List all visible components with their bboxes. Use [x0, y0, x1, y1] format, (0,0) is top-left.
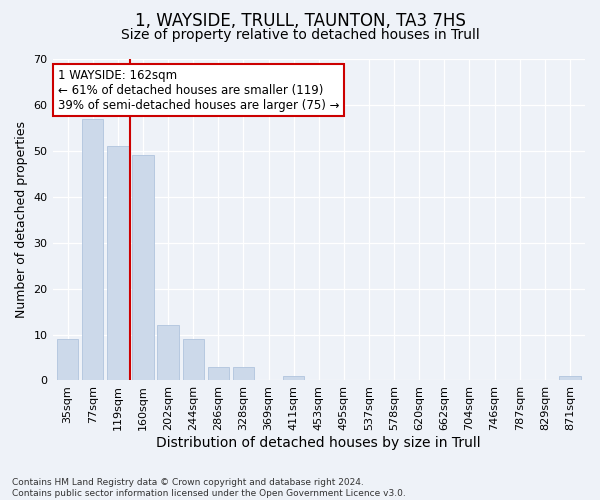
Bar	[208, 366, 229, 380]
Bar	[57, 339, 78, 380]
Text: Contains HM Land Registry data © Crown copyright and database right 2024.
Contai: Contains HM Land Registry data © Crown c…	[12, 478, 406, 498]
Bar	[157, 326, 179, 380]
X-axis label: Distribution of detached houses by size in Trull: Distribution of detached houses by size …	[157, 436, 481, 450]
Bar	[132, 156, 154, 380]
Y-axis label: Number of detached properties: Number of detached properties	[15, 121, 28, 318]
Bar	[182, 339, 204, 380]
Text: 1 WAYSIDE: 162sqm
← 61% of detached houses are smaller (119)
39% of semi-detache: 1 WAYSIDE: 162sqm ← 61% of detached hous…	[58, 68, 340, 112]
Bar	[559, 376, 581, 380]
Bar	[283, 376, 304, 380]
Bar	[233, 366, 254, 380]
Text: 1, WAYSIDE, TRULL, TAUNTON, TA3 7HS: 1, WAYSIDE, TRULL, TAUNTON, TA3 7HS	[134, 12, 466, 30]
Bar	[107, 146, 128, 380]
Bar	[82, 118, 103, 380]
Text: Size of property relative to detached houses in Trull: Size of property relative to detached ho…	[121, 28, 479, 42]
